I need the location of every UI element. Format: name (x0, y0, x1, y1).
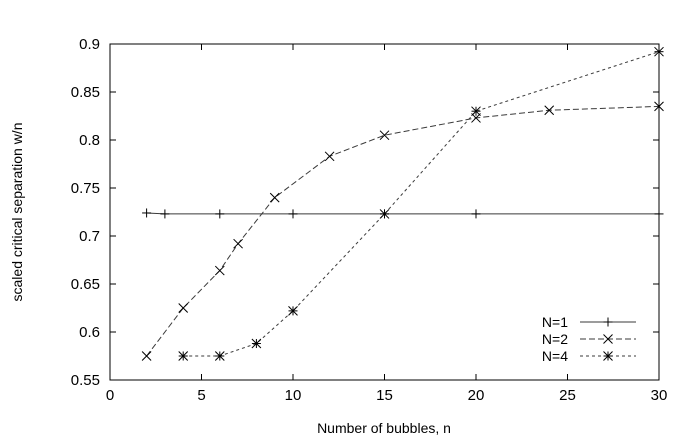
series-n4 (178, 46, 664, 361)
data-point (141, 351, 152, 361)
legend-entry: N=1 (542, 314, 636, 330)
data-point (654, 101, 664, 112)
legend-label: N=1 (542, 314, 568, 330)
y-tick-label: 0.9 (79, 36, 100, 53)
y-axis-title: scaled critical separation w/n (9, 123, 25, 302)
y-tick-label: 0.65 (71, 276, 100, 293)
data-point (544, 105, 555, 116)
data-point (471, 209, 481, 219)
data-point (379, 209, 390, 219)
data-point (269, 192, 280, 203)
data-point (178, 303, 189, 313)
data-point (471, 106, 481, 117)
legend: N=1N=2N=4 (542, 314, 636, 364)
x-tick-label: 10 (285, 387, 302, 404)
legend-swatch-marker (603, 334, 613, 344)
y-tick-label: 0.55 (71, 372, 100, 389)
x-tick-label: 25 (559, 387, 576, 404)
x-tick-label: 5 (197, 387, 205, 404)
legend-swatch-marker (603, 351, 613, 361)
data-point (251, 338, 262, 349)
series-layer (141, 46, 664, 361)
data-point (324, 151, 335, 162)
data-point (233, 238, 243, 249)
data-point (214, 351, 225, 361)
x-tick-label: 30 (651, 387, 668, 404)
legend-entry: N=2 (542, 331, 636, 347)
y-tick-label: 0.6 (79, 324, 100, 341)
legend-label: N=4 (542, 348, 568, 364)
y-tick-label: 0.7 (79, 228, 100, 245)
series-n1 (142, 208, 664, 219)
x-tick-label: 20 (468, 387, 485, 404)
data-point (160, 209, 170, 219)
data-point (142, 208, 152, 218)
legend-swatch-marker (603, 317, 613, 327)
legend-entry: N=4 (542, 348, 636, 364)
data-point (288, 209, 298, 219)
series-line (146, 105, 660, 357)
data-point (178, 351, 189, 361)
y-tick-label: 0.85 (71, 84, 100, 101)
data-point (654, 46, 664, 57)
series-n2 (141, 101, 664, 361)
y-tick-label: 0.75 (71, 180, 100, 197)
data-point (379, 130, 390, 141)
data-point (288, 306, 298, 316)
legend-label: N=2 (542, 331, 568, 347)
axis-ticks: 0 5 10 15 20 25 30 0.55 0.6 0.65 0.7 0.75 0.8 0.85 0.9 (71, 36, 668, 404)
x-axis-title: Number of bubbles, n (317, 420, 451, 436)
series-line (183, 51, 660, 357)
data-point (654, 209, 664, 219)
y-tick-label: 0.8 (79, 132, 100, 149)
data-point (214, 265, 225, 276)
x-tick-label: 15 (376, 387, 393, 404)
data-point (215, 209, 225, 219)
x-tick-label: 0 (106, 387, 114, 404)
